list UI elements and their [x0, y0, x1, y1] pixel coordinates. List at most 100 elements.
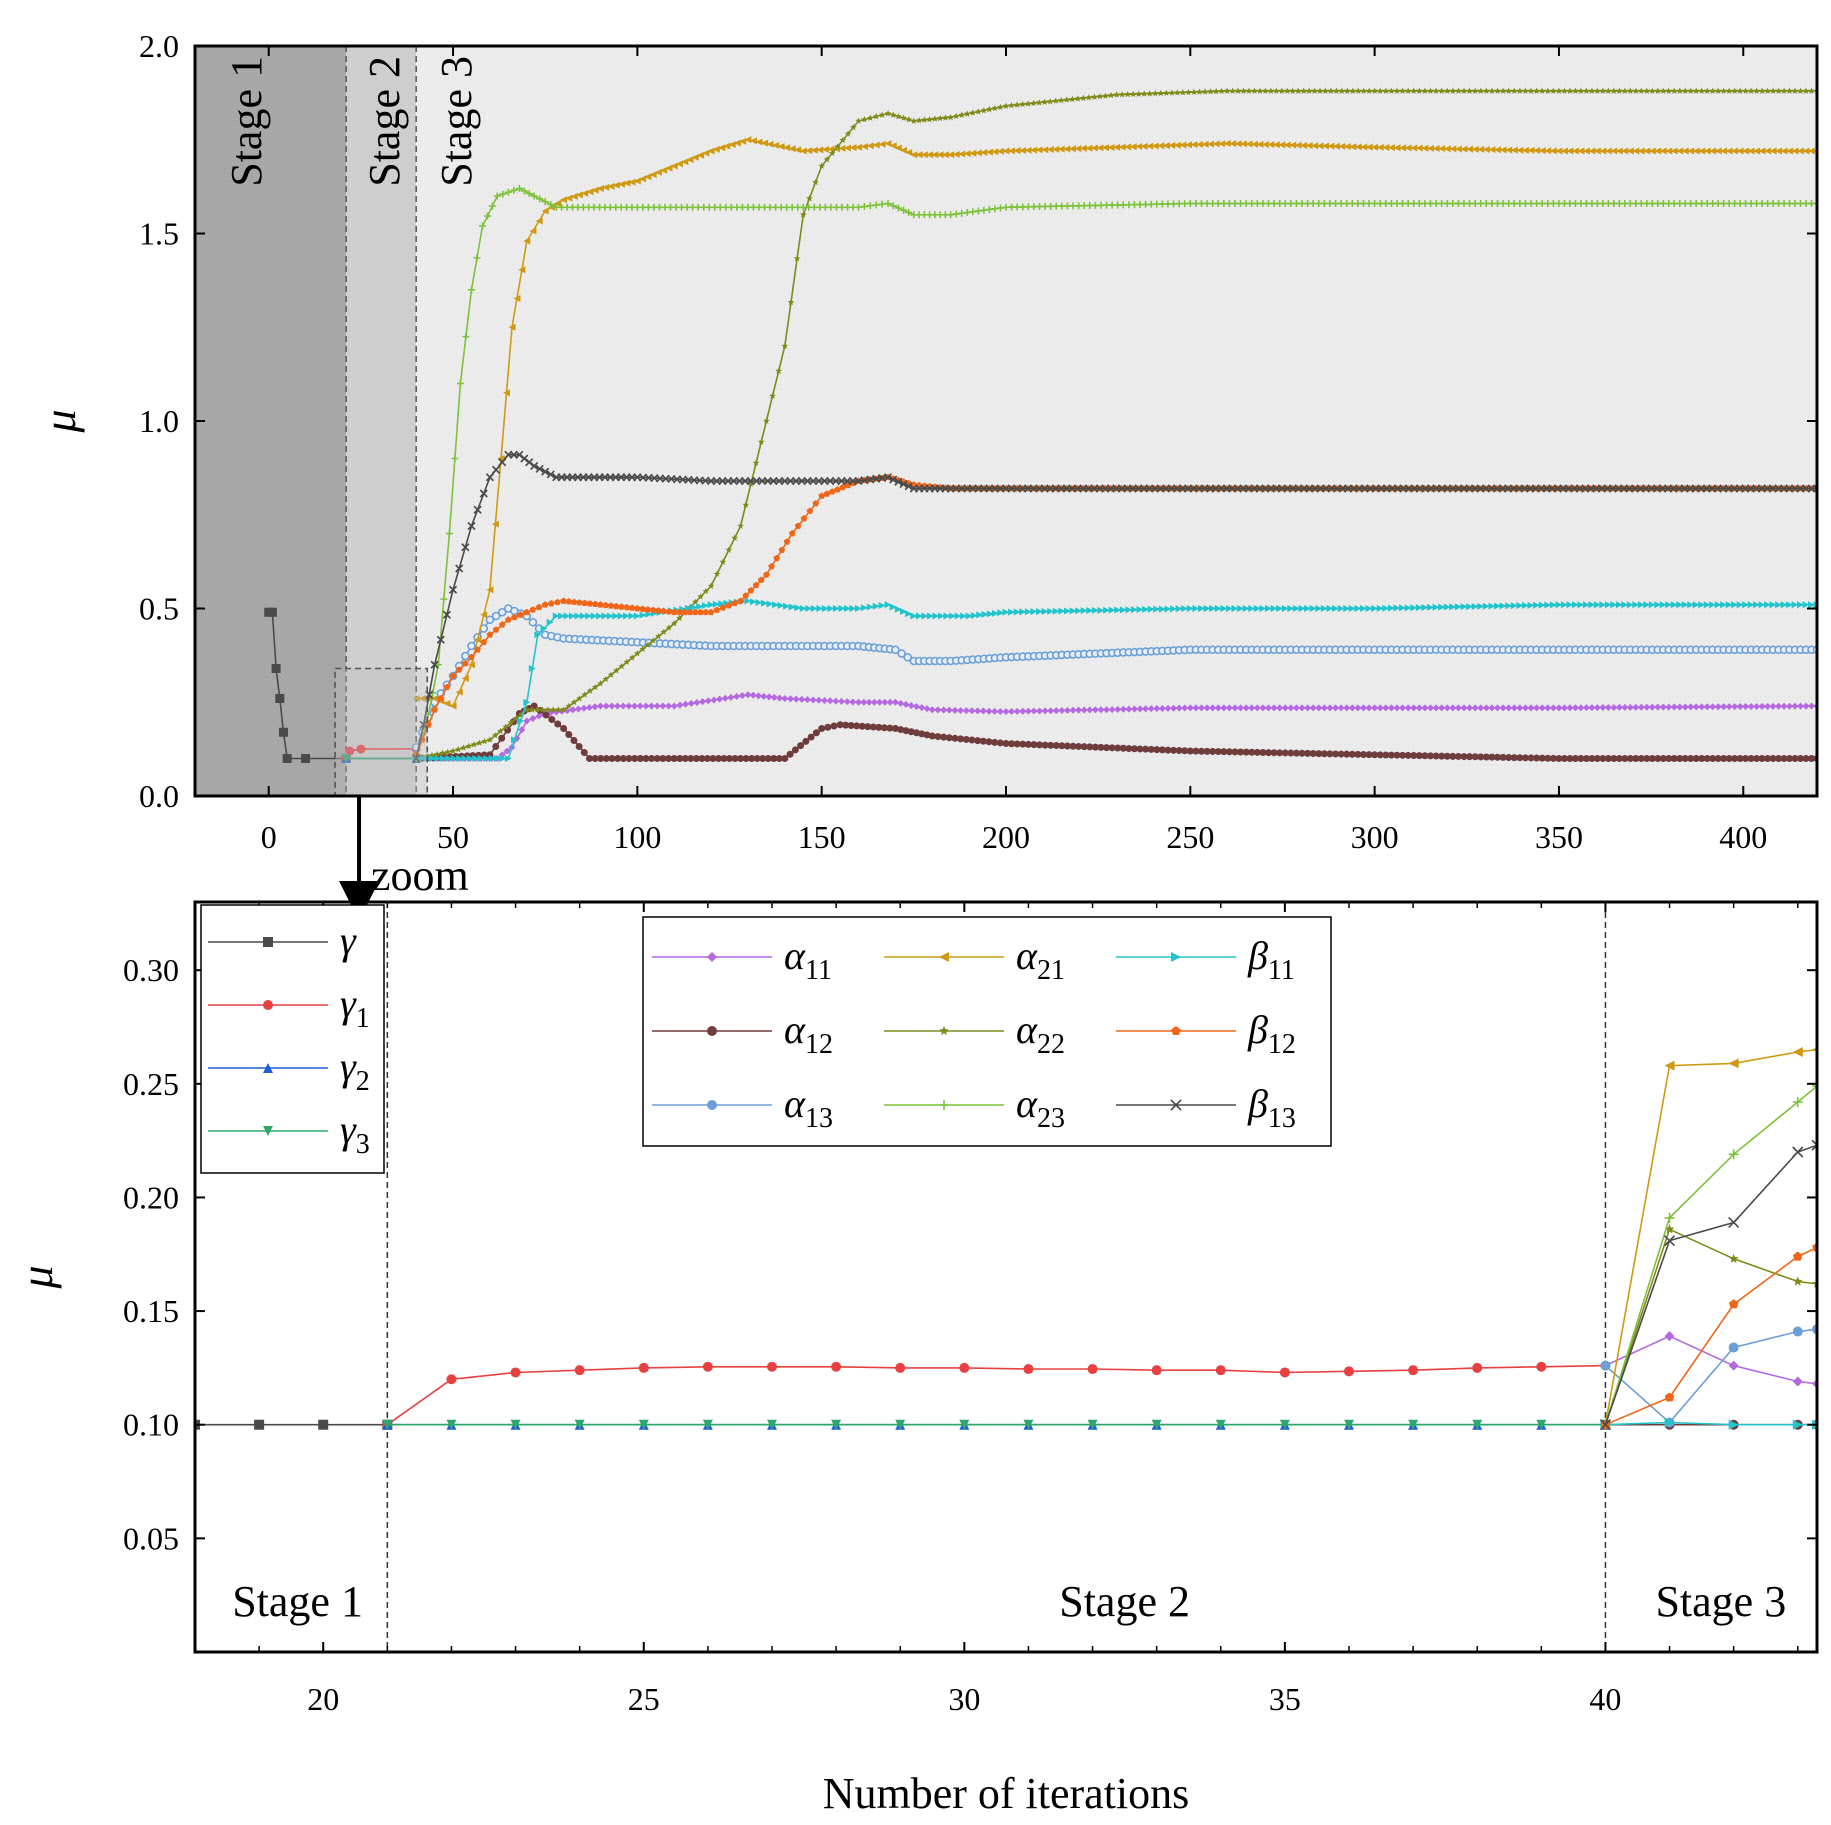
top-point-alpha13: [467, 641, 476, 651]
top-point-alpha22: [1555, 87, 1563, 94]
bottom-point-beta12: [1793, 1251, 1803, 1261]
top-point-alpha22: [921, 116, 928, 123]
top-point-alpha12: [996, 739, 1004, 747]
top-point-alpha21: [1599, 147, 1607, 155]
top-point-alpha22: [1349, 87, 1357, 94]
top-point-alpha22: [644, 641, 652, 648]
top-point-alpha12: [1714, 755, 1722, 762]
top-point-alpha22: [1118, 91, 1126, 98]
top-point-alpha11: [1080, 706, 1088, 714]
top-point-alpha22: [1327, 87, 1335, 94]
top-point-alpha21: [1382, 143, 1390, 151]
top-ytick-label: 1.0: [139, 403, 179, 439]
top-point-alpha11: [1426, 704, 1434, 712]
top-point-alpha22: [1681, 87, 1689, 94]
top-xtick-label: 100: [613, 819, 661, 855]
top-point-alpha11: [1404, 704, 1412, 712]
top-point-beta11: [838, 605, 846, 612]
top-point-beta11: [504, 755, 512, 762]
top-point-alpha11: [1343, 704, 1351, 712]
top-point-beta11: [534, 631, 542, 639]
top-point-beta12: [474, 646, 481, 653]
top-point-alpha21: [1196, 140, 1204, 148]
top-series-alpha21: [412, 136, 1817, 710]
legend-params-entry-beta12-swatch-marker: [1171, 1026, 1181, 1036]
top-point-beta11: [1147, 605, 1155, 613]
bottom-point-gamma1: [1343, 1366, 1354, 1377]
top-point-alpha12: [1359, 751, 1367, 759]
top-point-alpha11: [912, 703, 920, 711]
legend-gamma-entry-gamma2-subscript: 2: [356, 1066, 370, 1097]
top-point-alpha21: [1256, 140, 1264, 148]
top-point-alpha22: [1316, 87, 1324, 94]
top-point-beta11: [1775, 601, 1783, 609]
top-point-beta13: [520, 454, 529, 463]
top-point-alpha22: [1627, 87, 1634, 94]
top-point-beta11: [1533, 601, 1541, 609]
top-point-beta12: [818, 492, 826, 499]
top-point-alpha11: [781, 695, 789, 702]
top-point-alpha22: [634, 650, 641, 657]
bottom-point-gamma1: [1023, 1364, 1034, 1375]
top-point-alpha12: [580, 749, 588, 756]
top-point-alpha12: [1454, 752, 1462, 760]
top-point-alpha21: [1466, 145, 1474, 153]
top-point-alpha21: [649, 171, 657, 179]
top-point-alpha22: [1002, 102, 1010, 109]
top-point-alpha21: [1449, 145, 1457, 153]
top-point-alpha22: [502, 723, 510, 730]
top-point-gamma3: [341, 754, 351, 763]
top-point-beta11: [788, 603, 796, 611]
top-point-alpha11: [1170, 704, 1178, 712]
top-point-alpha21: [612, 181, 620, 189]
top-point-beta11: [523, 698, 531, 706]
top-point-alpha11: [804, 696, 812, 704]
top-point-alpha21: [821, 146, 829, 153]
top-point-alpha12: [940, 733, 948, 741]
top-point-alpha11: [951, 706, 959, 714]
top-point-alpha11: [1248, 704, 1256, 712]
top-point-alpha22: [742, 501, 750, 508]
top-point-alpha22: [1780, 87, 1788, 94]
top-point-alpha12: [775, 755, 783, 762]
top-point-beta11: [1802, 601, 1810, 609]
top-point-beta12: [607, 602, 615, 609]
top-point-alpha11: [809, 696, 817, 704]
top-point-alpha12: [968, 736, 976, 744]
top-point-alpha12: [1786, 755, 1794, 762]
top-point-alpha12: [591, 755, 599, 762]
top-point-alpha11: [710, 696, 718, 704]
top-point-alpha21: [1305, 142, 1313, 150]
legend-params-entry-alpha11-subscript: 11: [805, 955, 832, 986]
top-point-alpha12: [1482, 753, 1490, 761]
top-point-beta11: [1158, 605, 1166, 613]
top-point-alpha11: [934, 706, 942, 714]
top-point-beta11: [684, 604, 692, 612]
top-point-alpha12: [1449, 752, 1457, 760]
top-point-alpha21: [535, 217, 543, 225]
bottom-point-gamma3: [1215, 1419, 1226, 1430]
bottom-point-gamma3: [382, 1419, 393, 1430]
top-point-beta11: [1538, 601, 1546, 609]
top-point-alpha22: [1393, 87, 1401, 94]
top-point-alpha22: [1758, 87, 1766, 94]
top-point-alpha11: [1259, 704, 1267, 712]
top-point-alpha21: [799, 147, 807, 155]
top-point-alpha23: [860, 203, 868, 210]
top-point-alpha12: [585, 755, 593, 762]
top-point-alpha21: [1582, 147, 1590, 155]
top-point-alpha21: [1250, 140, 1258, 148]
top-point-alpha11: [870, 698, 878, 706]
top-point-alpha11: [1320, 704, 1328, 712]
legend-params-entry-alpha12-subscript: 12: [805, 1029, 833, 1060]
bottom-point-gamma1: [510, 1367, 521, 1378]
top-xtick-label: 50: [437, 819, 469, 855]
top-point-beta11: [1477, 602, 1485, 610]
top-point-alpha21: [712, 145, 720, 153]
top-point-alpha12: [1725, 755, 1733, 762]
top-point-alpha21: [910, 151, 918, 159]
top-point-beta11: [1298, 605, 1306, 612]
top-point-alpha21: [1376, 143, 1384, 151]
top-point-alpha11: [886, 698, 894, 706]
